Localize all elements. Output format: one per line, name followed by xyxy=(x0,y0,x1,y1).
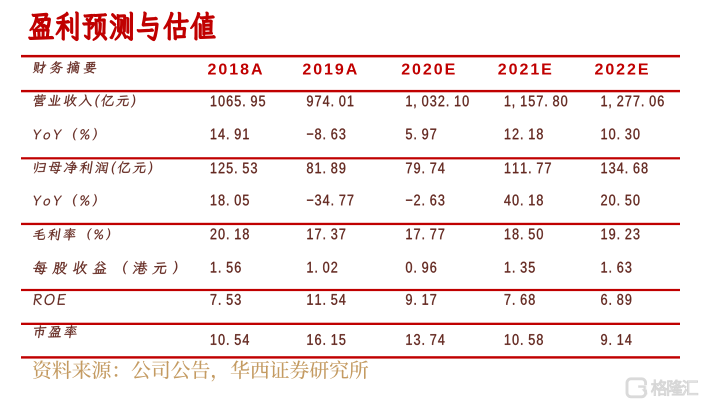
svg-text:2021E: 2021E xyxy=(498,61,554,78)
svg-text:2019A: 2019A xyxy=(302,61,359,78)
svg-text:2022E: 2022E xyxy=(594,61,650,78)
svg-text:2020E: 2020E xyxy=(401,61,457,78)
svg-text:2018A: 2018A xyxy=(208,61,265,78)
